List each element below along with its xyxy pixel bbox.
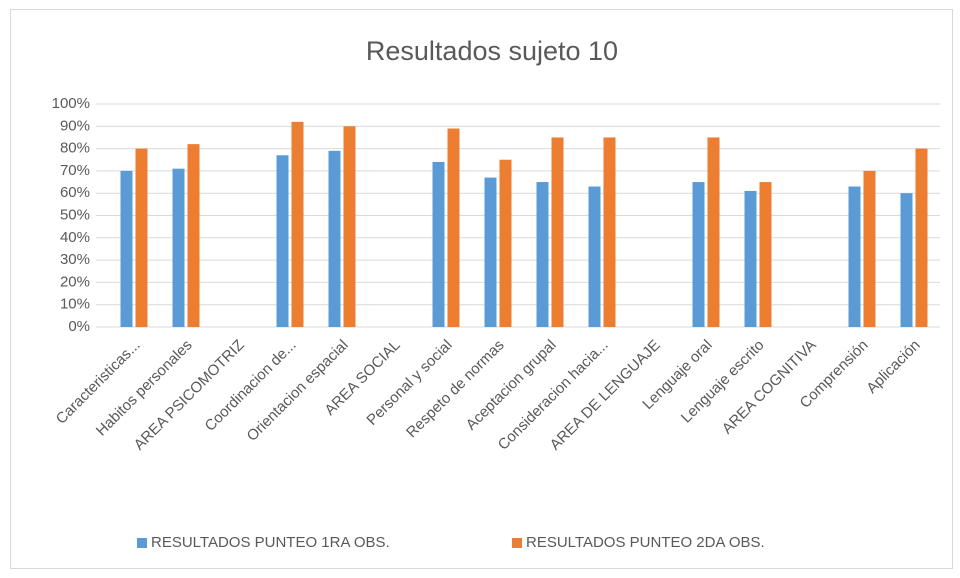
bar xyxy=(588,186,601,327)
bar xyxy=(120,170,133,327)
legend-swatch xyxy=(512,538,522,548)
y-tick-label: 80% xyxy=(60,140,90,157)
bar xyxy=(551,137,564,327)
y-tick-label: 10% xyxy=(60,296,90,313)
bar xyxy=(291,121,304,327)
y-tick-label: 30% xyxy=(60,251,90,268)
bar xyxy=(447,128,460,327)
bar xyxy=(536,182,549,327)
bar xyxy=(484,177,497,327)
y-tick-label: 50% xyxy=(60,206,90,223)
bar xyxy=(603,137,616,327)
legend-label: RESULTADOS PUNTEO 2DA OBS. xyxy=(526,534,765,551)
legend-label: RESULTADOS PUNTEO 1RA OBS. xyxy=(151,534,390,551)
bar xyxy=(432,161,445,327)
bar xyxy=(707,137,720,327)
y-tick-label: 20% xyxy=(60,273,90,290)
bar xyxy=(900,193,913,327)
y-tick-label: 90% xyxy=(60,117,90,134)
chart-title: Resultados sujeto 10 xyxy=(366,36,618,66)
y-tick-label: 0% xyxy=(68,318,90,335)
bar xyxy=(276,155,289,327)
bar xyxy=(135,148,148,327)
bar xyxy=(328,150,341,327)
chart-border xyxy=(10,9,953,569)
bar xyxy=(863,170,876,327)
y-tick-label: 100% xyxy=(52,95,90,112)
y-tick-label: 60% xyxy=(60,184,90,201)
bar xyxy=(172,168,185,327)
bar xyxy=(343,126,356,327)
bar xyxy=(744,190,757,327)
bar xyxy=(915,148,928,327)
bar xyxy=(692,182,705,327)
y-tick-label: 70% xyxy=(60,162,90,179)
legend-swatch xyxy=(137,538,147,548)
bar xyxy=(759,182,772,327)
bar xyxy=(499,159,512,327)
y-tick-label: 40% xyxy=(60,229,90,246)
bar xyxy=(187,144,200,327)
bar xyxy=(848,186,861,327)
